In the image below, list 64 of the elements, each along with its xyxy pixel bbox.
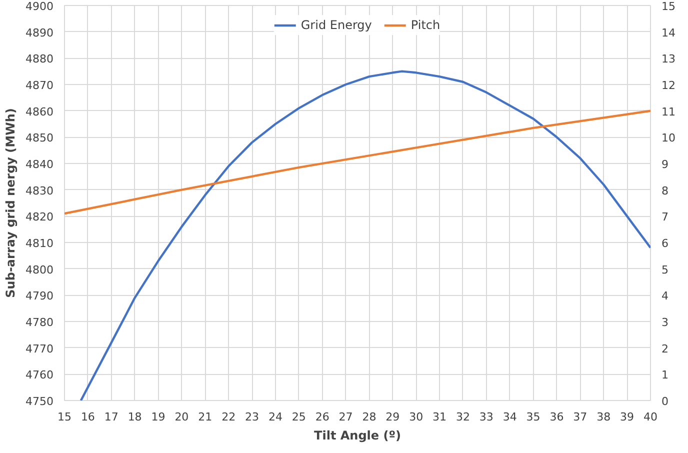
x-tick-label: 40: [644, 410, 658, 424]
x-tick-label: 22: [222, 410, 236, 424]
x-tick-label: 16: [80, 410, 95, 424]
y2-tick-label: 10: [662, 132, 676, 145]
x-tick-label: 26: [315, 410, 330, 424]
y2-tick-label: 1: [662, 368, 668, 382]
y2-tick-label: 4: [662, 290, 668, 303]
y2-tick-label: 0: [662, 395, 668, 408]
x-tick-label: 31: [432, 410, 447, 424]
y2-tick-label: 5: [662, 263, 668, 276]
y-tick-label: 4810: [26, 237, 54, 250]
line-series: [80, 70, 650, 400]
x-tick-label: 28: [362, 410, 376, 424]
legend-label: Pitch: [410, 18, 440, 32]
x-tick-label: 33: [479, 410, 494, 424]
x-tick-label: 39: [620, 410, 634, 424]
x-tick-label: 30: [409, 410, 424, 424]
x-tick-label: 17: [104, 410, 118, 424]
x-tick-label: 29: [386, 410, 400, 424]
y2-tick-label: 13: [662, 52, 676, 66]
y2-tick-label: 14: [662, 26, 676, 40]
y-tick-label: 4860: [26, 105, 54, 118]
y-tick-label: 4750: [26, 395, 54, 408]
x-tick-label: 21: [198, 410, 212, 424]
y-tick-label: 4760: [26, 368, 54, 382]
line-series: [64, 110, 650, 215]
y-tick-label: 4820: [26, 210, 54, 224]
x-tick-label: 24: [268, 410, 282, 424]
y2-tick-label: 11: [662, 105, 676, 118]
x-tick-label: 38: [596, 410, 611, 424]
y-tick-label: 4780: [26, 316, 54, 329]
y2-tick-label: 12: [662, 79, 676, 92]
y-axis-title: Sub-array grid nergy (MWh): [4, 108, 18, 298]
x-tick-label: 18: [128, 410, 142, 424]
y2-tick-label: 8: [662, 184, 668, 198]
x-tick-label: 23: [245, 410, 260, 424]
y-tick-label: 4790: [26, 290, 54, 303]
x-tick-label: 32: [456, 410, 470, 424]
y2-tick-label: 9: [662, 158, 668, 171]
y2-tick-label: 15: [662, 0, 676, 13]
y-tick-label: 4800: [26, 263, 54, 276]
x-tick-label: 20: [174, 410, 189, 424]
y2-tick-label: 3: [662, 316, 668, 329]
y-tick-label: 4880: [26, 52, 54, 66]
x-tick-label: 25: [292, 410, 306, 424]
x-tick-label: 15: [58, 410, 72, 424]
y-tick-label: 4890: [26, 26, 54, 40]
x-tick-label: 34: [502, 410, 517, 424]
x-tick-label: 36: [550, 410, 564, 424]
x-tick-label: 35: [526, 410, 540, 424]
x-axis-title: Tilt Angle (º): [314, 428, 401, 442]
y2-tick-label: 2: [662, 342, 668, 356]
y-tick-label: 4830: [26, 184, 54, 198]
y-tick-label: 4770: [26, 342, 54, 356]
y2-tick-label: 6: [662, 237, 668, 250]
y-tick-label: 4870: [26, 79, 54, 92]
y2-tick-label: 7: [662, 210, 668, 224]
x-tick-label: 37: [573, 410, 588, 424]
x-tick-label: 19: [151, 410, 166, 424]
legend-label: Grid Energy: [300, 18, 372, 32]
y-tick-label: 4900: [26, 0, 54, 13]
y-tick-label: 4850: [26, 132, 54, 145]
y-tick-label: 4840: [26, 158, 54, 171]
x-tick-label: 27: [338, 410, 353, 424]
